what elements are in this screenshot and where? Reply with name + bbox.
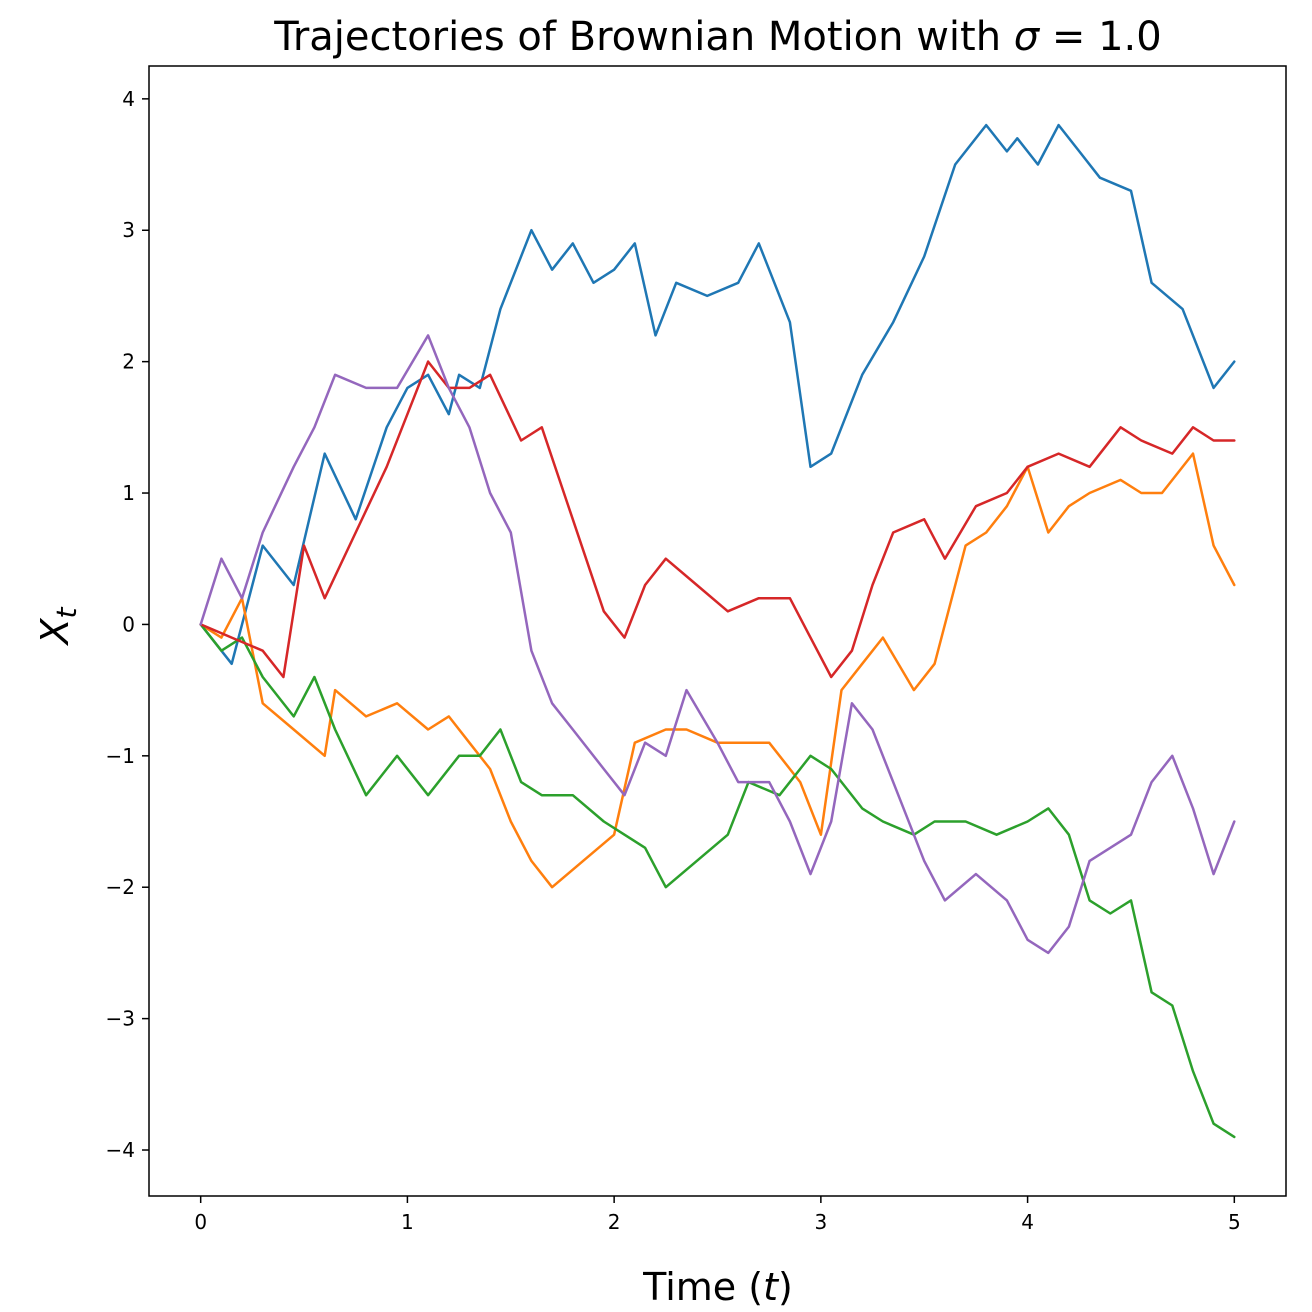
y-axis: −4 −3 −2 −1 0 1 2 3 4 xyxy=(106,87,149,1162)
x-tick-label: 2 xyxy=(608,1210,621,1234)
x-axis-label-symbol: t xyxy=(763,1265,780,1309)
y-tick-label: 1 xyxy=(122,481,135,505)
y-tick-label: −3 xyxy=(106,1007,135,1031)
chart-title-prefix: Trajectories of Brownian Motion with xyxy=(273,14,1014,60)
x-tick-label: 5 xyxy=(1228,1210,1241,1234)
y-axis-label: Xt xyxy=(33,606,83,646)
chart-title: Trajectories of Brownian Motion with σ =… xyxy=(273,14,1161,60)
x-axis-label-suffix: ) xyxy=(778,1265,793,1309)
y-tick-label: 0 xyxy=(122,612,135,636)
x-tick-label: 3 xyxy=(814,1210,827,1234)
y-tick-label: −4 xyxy=(106,1138,135,1162)
y-axis-label-subscript: t xyxy=(50,606,83,618)
x-axis-label-prefix: Time ( xyxy=(642,1265,763,1309)
chart-title-symbol: σ xyxy=(1014,14,1041,60)
y-axis-label-base: X xyxy=(33,618,77,647)
y-tick-label: −1 xyxy=(106,744,135,768)
x-tick-label: 1 xyxy=(401,1210,414,1234)
series-line-2 xyxy=(199,452,1236,889)
series-line-3 xyxy=(199,623,1236,1139)
x-axis: 0 1 2 3 4 5 xyxy=(194,1196,1241,1234)
series-line-5 xyxy=(199,334,1236,955)
plot-lines xyxy=(199,123,1236,1139)
chart-title-suffix: = 1.0 xyxy=(1039,14,1162,60)
series-line-4 xyxy=(199,360,1236,679)
x-axis-label: Time (t) xyxy=(642,1265,793,1309)
x-tick-label: 0 xyxy=(194,1210,207,1234)
y-axis-label-group: Xt xyxy=(33,606,83,646)
y-tick-label: 3 xyxy=(122,218,135,242)
y-tick-label: 4 xyxy=(122,87,135,111)
plot-frame xyxy=(148,65,1287,1197)
y-tick-label: 2 xyxy=(122,350,135,374)
x-tick-label: 4 xyxy=(1021,1210,1034,1234)
y-tick-label: −2 xyxy=(106,875,135,899)
series-line-1 xyxy=(199,123,1236,666)
